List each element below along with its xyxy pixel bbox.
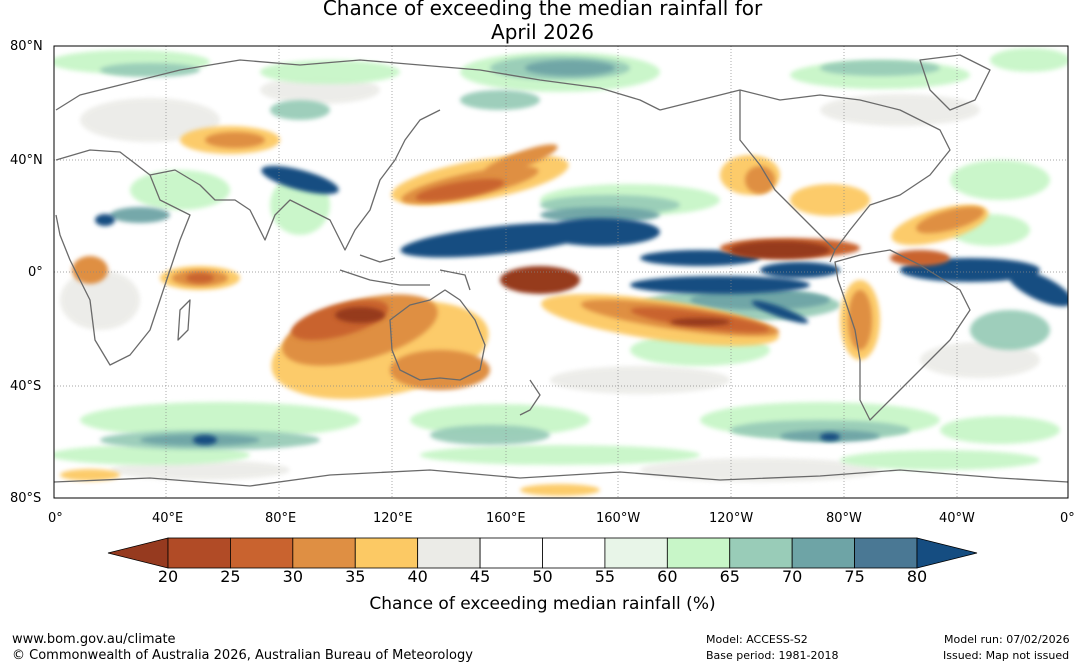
colorbar-tick-label: 40	[407, 567, 428, 586]
lat-label-40s: 40°S	[10, 379, 42, 394]
colorbar-swatch	[417, 537, 481, 569]
footer-issued: Issued: Map not issued	[943, 649, 1070, 662]
colorbar-tick-label: 20	[157, 567, 179, 586]
colorbar-swatch	[729, 537, 793, 569]
colorbar-above-triangle	[916, 537, 978, 569]
lat-label-80s: 80°S	[10, 491, 42, 506]
footer-website: www.bom.gov.au/climate	[12, 632, 176, 647]
colorbar-tick-label: 80	[906, 567, 928, 586]
lon-label-0-east: 0°	[1060, 511, 1075, 526]
colorbar-tick-label: 35	[345, 567, 366, 586]
map-title-line-1: Chance of exceeding the median rainfall …	[322, 0, 763, 20]
colorbar-tick-label: 50	[532, 567, 553, 586]
colorbar-swatch	[230, 537, 294, 569]
colorbar-tick-label: 25	[220, 567, 241, 586]
colorbar-swatch	[479, 537, 543, 569]
colorbar-swatch	[542, 537, 606, 569]
colorbar-swatch	[354, 537, 419, 569]
colorbar-tick-label: 65	[719, 567, 740, 586]
colorbar-swatch	[854, 537, 918, 569]
lon-label-0: 0°	[48, 511, 63, 526]
footer-copyright: © Commonwealth of Australia 2026, Austra…	[12, 648, 473, 663]
anomaly-field	[54, 46, 1068, 498]
lat-label-80n: 80°N	[10, 39, 43, 54]
lon-label-40e: 40°E	[152, 511, 184, 526]
colorbar-tick-label: 45	[469, 567, 491, 586]
lon-label-120w: 120°W	[709, 511, 754, 526]
lon-label-80w: 80°W	[826, 511, 862, 526]
lon-label-120e: 120°E	[373, 511, 413, 526]
lon-label-80e: 80°E	[265, 511, 297, 526]
colorbar-label: Chance of exceeding median rainfall (%)	[369, 594, 716, 614]
graticule	[54, 46, 1068, 498]
colorbar-tick-label: 55	[594, 567, 616, 586]
lon-label-40w: 40°W	[939, 511, 975, 526]
lat-label-40n: 40°N	[10, 153, 43, 168]
colorbar-tick-label: 60	[657, 567, 678, 586]
map-frame	[53, 45, 1069, 499]
lon-label-160w: 160°W	[596, 511, 641, 526]
colorbar-swatch	[666, 537, 731, 569]
colorbar-tick-label: 70	[781, 567, 803, 586]
colorbar-swatch	[791, 537, 855, 569]
colorbar-swatch	[292, 537, 356, 569]
footer-model: Model: ACCESS-S2	[706, 633, 808, 646]
colorbar	[167, 537, 918, 569]
lon-label-160e: 160°E	[486, 511, 526, 526]
colorbar-swatch	[167, 537, 231, 569]
lat-label-0: 0°	[28, 265, 43, 280]
colorbar-tick-label: 30	[282, 567, 304, 586]
footer-model-run: Model run: 07/02/2026	[944, 633, 1070, 646]
coastlines	[54, 54, 1068, 487]
colorbar-below-triangle	[107, 537, 169, 569]
colorbar-tick-label: 75	[844, 567, 865, 586]
colorbar-swatch	[604, 537, 668, 569]
footer-base-period: Base period: 1981-2018	[706, 649, 839, 662]
map-title-line-2: April 2026	[491, 20, 594, 44]
